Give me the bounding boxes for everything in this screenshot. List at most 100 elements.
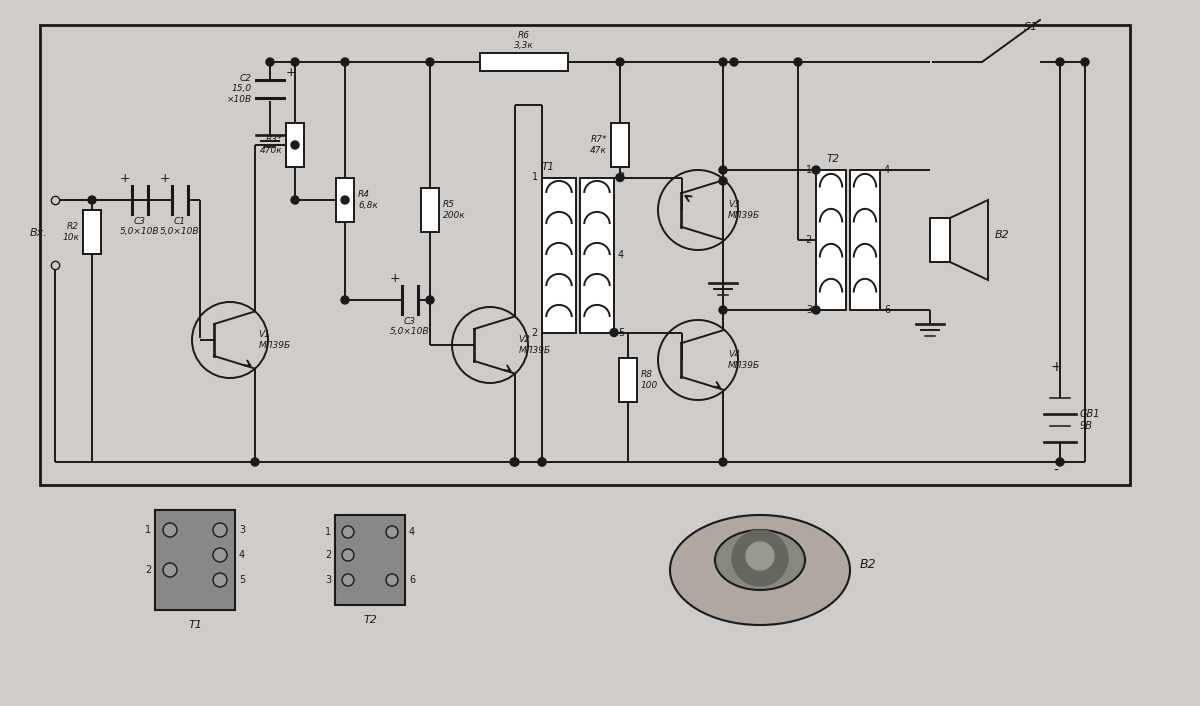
Bar [816, 170, 846, 310]
Ellipse shape [715, 530, 805, 590]
Bar [335, 515, 406, 605]
Bar [421, 188, 439, 232]
Circle shape [510, 458, 518, 466]
Text: R7*
47к: R7* 47к [590, 136, 607, 155]
Circle shape [610, 328, 618, 337]
Bar [930, 218, 950, 262]
Text: 3: 3 [325, 575, 331, 585]
Text: 3: 3 [618, 172, 624, 182]
Circle shape [342, 574, 354, 586]
Text: 3: 3 [239, 525, 245, 535]
Circle shape [163, 523, 178, 537]
Circle shape [511, 458, 520, 466]
Circle shape [214, 548, 227, 562]
Text: V4
МП39Б: V4 МП39Б [728, 350, 760, 370]
Text: S1: S1 [1024, 22, 1038, 32]
Text: 5: 5 [239, 575, 245, 585]
Text: T1: T1 [542, 162, 554, 172]
Text: R6
3,3к: R6 3,3к [514, 30, 534, 50]
Circle shape [812, 306, 820, 314]
Circle shape [88, 196, 96, 204]
Bar [286, 123, 304, 167]
Bar [336, 178, 354, 222]
Text: С1
5,0×10В: С1 5,0×10В [161, 217, 199, 237]
Circle shape [386, 526, 398, 538]
Text: +: + [389, 272, 400, 285]
Text: +: + [160, 172, 170, 185]
Circle shape [163, 563, 178, 577]
Text: GB1
9В: GB1 9В [1080, 409, 1100, 431]
Text: 2: 2 [325, 550, 331, 560]
Circle shape [719, 458, 727, 466]
Text: 4: 4 [618, 250, 624, 260]
Circle shape [746, 542, 774, 570]
Ellipse shape [670, 515, 850, 625]
Text: T2: T2 [827, 154, 840, 164]
Circle shape [1056, 458, 1064, 466]
Bar [580, 177, 614, 333]
Text: V2
МП39Б: V2 МП39Б [518, 335, 551, 354]
Bar [619, 358, 637, 402]
Circle shape [719, 58, 727, 66]
Circle shape [616, 58, 624, 66]
Text: С3
5,0×10В: С3 5,0×10В [120, 217, 160, 237]
Text: II: II [582, 240, 588, 250]
Text: R4
6,8к: R4 6,8к [358, 191, 378, 210]
Circle shape [538, 458, 546, 466]
Text: 1: 1 [145, 525, 151, 535]
Text: +: + [119, 172, 130, 185]
Bar [40, 25, 1130, 485]
Text: Вх.: Вх. [29, 227, 47, 237]
Circle shape [538, 458, 546, 466]
Bar [850, 170, 880, 310]
Circle shape [1056, 58, 1064, 66]
Text: С2
15,0
×10В: С2 15,0 ×10В [227, 74, 252, 104]
Text: +: + [286, 66, 296, 79]
Circle shape [292, 141, 299, 149]
Text: R5
200к: R5 200к [443, 201, 466, 220]
Circle shape [719, 306, 727, 314]
Circle shape [730, 58, 738, 66]
Circle shape [719, 177, 727, 185]
Text: +: + [1050, 360, 1062, 374]
Text: II: II [852, 225, 858, 235]
Circle shape [719, 166, 727, 174]
Text: В2: В2 [860, 558, 877, 571]
Text: В2: В2 [995, 230, 1009, 240]
Text: 1: 1 [325, 527, 331, 537]
Circle shape [214, 573, 227, 587]
Bar [542, 177, 576, 333]
Circle shape [1081, 58, 1090, 66]
Circle shape [794, 58, 802, 66]
Circle shape [732, 530, 788, 586]
Bar [611, 123, 629, 167]
Text: 1: 1 [532, 172, 538, 182]
Circle shape [426, 296, 434, 304]
Text: 2: 2 [805, 235, 812, 245]
Text: I: I [842, 225, 846, 235]
Text: 5: 5 [618, 328, 624, 337]
Circle shape [342, 526, 354, 538]
Circle shape [341, 196, 349, 204]
Text: 3: 3 [806, 305, 812, 315]
Circle shape [266, 58, 274, 66]
Text: 2: 2 [532, 328, 538, 337]
Circle shape [342, 549, 354, 561]
Text: T2: T2 [364, 615, 377, 625]
Circle shape [341, 296, 349, 304]
Circle shape [292, 58, 299, 66]
Circle shape [341, 58, 349, 66]
Circle shape [386, 574, 398, 586]
Text: 4: 4 [239, 550, 245, 560]
Circle shape [616, 174, 624, 181]
Circle shape [812, 166, 820, 174]
Text: -: - [1054, 464, 1058, 478]
Text: I: I [574, 240, 576, 250]
Circle shape [292, 196, 299, 204]
Circle shape [426, 58, 434, 66]
Text: 6: 6 [884, 305, 890, 315]
Circle shape [251, 458, 259, 466]
Text: V1
МП39Б: V1 МП39Б [258, 330, 290, 349]
Text: С3
5,0×10В: С3 5,0×10В [390, 317, 430, 336]
Text: 1: 1 [806, 165, 812, 175]
